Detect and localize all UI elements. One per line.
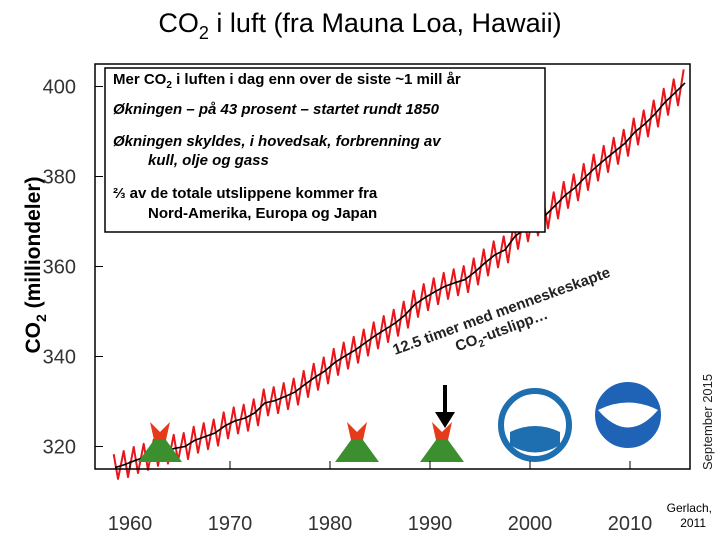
- line-series: [114, 82, 686, 469]
- volcano: [335, 422, 379, 462]
- volcano: [138, 422, 182, 462]
- annotation-sub: 2: [477, 338, 486, 350]
- side-note: September 2015: [700, 374, 715, 470]
- box-line: Nord-Amerika, Europa og Japan: [148, 205, 377, 222]
- noaa-logo-bird: [598, 402, 658, 428]
- credit: Gerlach,: [667, 501, 712, 515]
- chart-title: CO2 i luft (fra Mauna Loa, Hawaii): [158, 8, 561, 43]
- ylabel-main: CO: [22, 322, 45, 354]
- annotation-main: CO: [453, 331, 480, 355]
- credit: 2011: [680, 516, 706, 530]
- title-sub: 2: [199, 23, 209, 43]
- box-line: Økningen – på 43 prosent – startet rundt…: [113, 101, 440, 118]
- arrow-head: [435, 412, 455, 428]
- annotation-line: 12.5 timer med menneskeskapte: [391, 264, 613, 359]
- box-line: Mer CO2 i luften i dag enn over de siste…: [113, 71, 461, 91]
- box-sub: 2: [166, 80, 172, 91]
- x-tick-label: 1990: [408, 513, 453, 535]
- y-axis-label: CO2 (milliondeler): [22, 177, 49, 354]
- box-rest: i luften i dag enn over de siste ~1 mill…: [172, 71, 461, 88]
- x-tick-label: 2000: [508, 513, 553, 535]
- y-tick-label: 340: [43, 347, 76, 369]
- y-tick-label: 360: [43, 257, 76, 279]
- ylabel-sub: 2: [33, 314, 49, 322]
- text-box: [104, 67, 546, 233]
- box-line: kull, olje og gass: [148, 152, 269, 169]
- title-rest: i luft (fra Mauna Loa, Hawaii): [209, 8, 562, 38]
- x-tick-label: 1970: [208, 513, 253, 535]
- x-tick-label: 2010: [608, 513, 653, 535]
- x-tick-label: 1960: [108, 513, 153, 535]
- box-main: Mer CO: [113, 71, 167, 88]
- scripps-logo-wave: [510, 426, 560, 453]
- plot-area: [112, 69, 686, 480]
- volcano-icons: [138, 380, 663, 462]
- annotation: 12.5 timer med menneskeskapte CO2-utslip…: [391, 264, 613, 359]
- box-line: Økningen skyldes, i hovedsak, forbrennin…: [113, 133, 442, 150]
- y-tick-label: 380: [43, 167, 76, 189]
- y-tick-label: 320: [43, 437, 76, 459]
- ylabel-rest: (milliondeler): [22, 177, 45, 315]
- volcano: [420, 422, 464, 462]
- line-series: [112, 69, 685, 480]
- title-main: CO: [158, 8, 199, 38]
- y-tick-label: 400: [43, 77, 76, 99]
- box-line: ⅔ av de totale utslippene kommer fra: [113, 185, 378, 202]
- x-tick-label: 1980: [308, 513, 353, 535]
